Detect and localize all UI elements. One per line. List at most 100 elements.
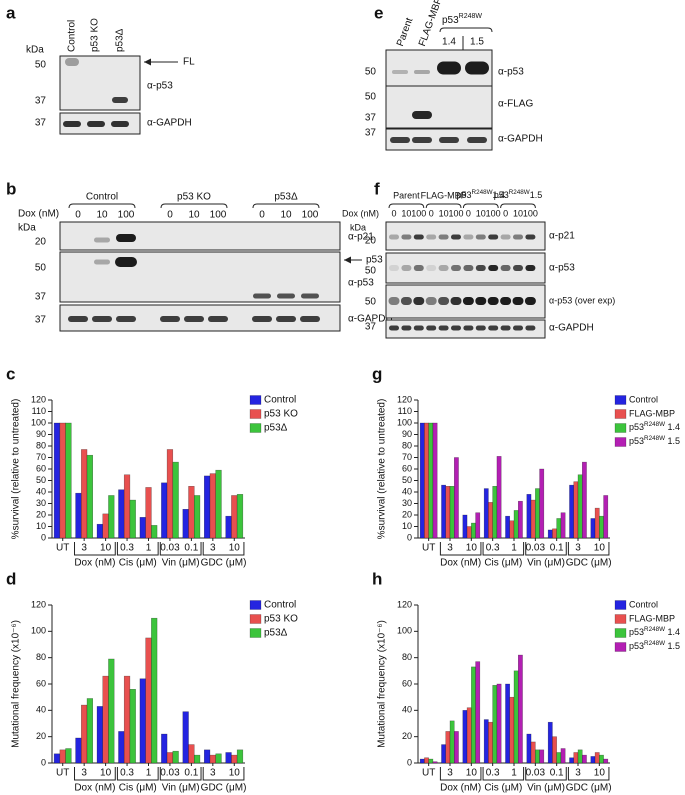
bar <box>539 468 545 539</box>
group-bracket <box>439 542 482 556</box>
arrow-label: FL <box>183 57 195 68</box>
group-label: Dox (nM) <box>74 558 115 569</box>
blot-band <box>512 297 524 305</box>
bar <box>539 749 545 764</box>
bar <box>535 488 540 539</box>
kda-title: kDa <box>18 223 36 234</box>
x-tick-label: UT <box>56 768 69 779</box>
legend-swatch <box>614 628 627 638</box>
bar <box>582 461 587 539</box>
panel-letter: b <box>6 179 16 198</box>
dose-title: Dox (nM) <box>18 209 59 220</box>
bar <box>172 461 179 539</box>
legend-label: p53R248W 1.4 <box>629 626 680 637</box>
bar <box>492 685 498 764</box>
bar <box>96 523 104 539</box>
bar <box>118 489 125 539</box>
blot-band <box>253 293 271 299</box>
blot-band <box>94 237 110 243</box>
group-label: Cis (μM) <box>484 558 522 569</box>
x-tick-label: 0.03 <box>526 768 546 779</box>
legend-label: p53R248W 1.5 <box>629 435 680 446</box>
bar <box>594 507 600 539</box>
dose-title: Dox (nM) <box>342 208 379 218</box>
dose-label: 0 <box>259 210 265 221</box>
x-tick-label: 1 <box>146 543 152 554</box>
blot-band <box>488 265 499 271</box>
dose-label: 10 <box>401 208 411 218</box>
blot-band <box>438 325 449 331</box>
blot-band <box>513 234 523 240</box>
blot-strip <box>385 128 493 151</box>
blot-band <box>300 316 320 322</box>
x-tick-label: 10 <box>466 768 478 779</box>
bar <box>496 683 502 764</box>
bar <box>466 526 472 539</box>
bar <box>466 707 472 764</box>
marker-label: 37 <box>35 315 47 326</box>
y-tick-label: 50 <box>402 475 412 485</box>
bar <box>145 487 152 539</box>
legend-swatch <box>614 614 627 624</box>
group-bracket <box>159 767 202 781</box>
blot-band <box>425 297 437 305</box>
x-tick-label: 0.03 <box>526 543 546 554</box>
blot-band <box>413 234 424 240</box>
blot-band <box>513 265 523 271</box>
antibody-label: α-GAPDH <box>348 314 393 325</box>
bar <box>151 617 158 764</box>
antibody-label: α-p53 <box>147 81 173 92</box>
group-label: Cis (μM) <box>484 783 522 794</box>
bar <box>118 731 125 764</box>
x-tick-label: 3 <box>447 543 453 554</box>
bar <box>108 495 115 539</box>
group-label: Dox (nM) <box>74 783 115 794</box>
arrow-head <box>144 58 151 66</box>
antibody-label: α-GAPDH <box>549 323 594 334</box>
bar <box>231 754 238 764</box>
group-bracket <box>439 767 482 781</box>
bar <box>59 422 66 539</box>
panel-letter: c <box>6 364 15 383</box>
legend-swatch <box>249 628 262 638</box>
bar <box>86 454 93 539</box>
bar <box>530 741 536 764</box>
marker-label: 50 <box>365 266 377 277</box>
x-tick-label: 1 <box>511 768 517 779</box>
bar <box>513 510 519 539</box>
blot-strip <box>385 85 493 129</box>
y-tick-label: 50 <box>36 475 46 485</box>
y-tick-label: 40 <box>402 705 412 715</box>
dose-label: 0 <box>391 208 396 218</box>
bar <box>552 736 557 764</box>
y-tick-label: 100 <box>31 626 46 636</box>
bar <box>204 475 211 539</box>
group-label: GDC (μM) <box>201 783 247 794</box>
arrow-label: p53 FL <box>366 255 398 266</box>
blot-band <box>438 234 449 240</box>
bar <box>445 731 451 764</box>
y-tick-label: 120 <box>397 394 412 404</box>
y-tick-label: 70 <box>402 452 412 462</box>
bar <box>188 486 195 539</box>
y-tick-label: 0 <box>41 532 46 542</box>
blot-band <box>112 97 128 103</box>
blot-band <box>413 297 425 305</box>
bar <box>483 719 489 764</box>
x-tick-label: 10 <box>466 543 478 554</box>
blot-band <box>451 234 461 240</box>
x-tick-label: 0.3 <box>486 768 500 779</box>
bar <box>577 474 583 539</box>
blot-band <box>462 297 474 305</box>
y-tick-label: 80 <box>402 652 412 662</box>
antibody-label: α-p21 <box>348 232 374 243</box>
blot-band <box>400 297 412 305</box>
bar <box>577 749 583 764</box>
bar <box>53 753 61 764</box>
bar <box>75 737 82 764</box>
bar <box>560 748 566 764</box>
group-label: Dox (nM) <box>440 558 481 569</box>
bar <box>424 422 429 539</box>
x-tick-label: 10 <box>100 768 112 779</box>
y-tick-label: 100 <box>31 417 46 427</box>
